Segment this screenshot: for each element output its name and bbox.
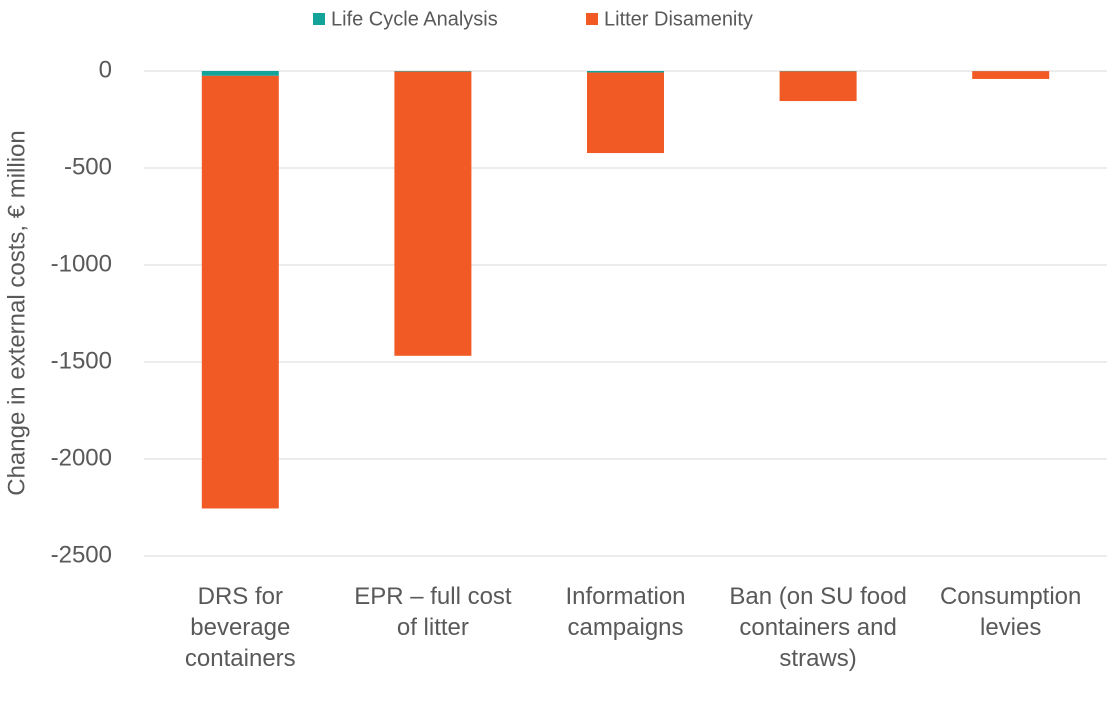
legend-swatch xyxy=(313,13,325,25)
legend-swatch xyxy=(586,13,598,25)
bar-segment xyxy=(587,71,664,73)
bar-segment xyxy=(587,72,664,154)
legend-label: Life Cycle Analysis xyxy=(331,8,498,30)
x-tick-label: Ban (on SU food containers and straws) xyxy=(729,583,907,672)
y-tick-label: -1000 xyxy=(51,250,112,277)
bar-segment xyxy=(394,71,472,72)
bar-segment xyxy=(972,71,1050,79)
x-tick-label: EPR – full cost of litter xyxy=(354,583,512,641)
legend-label: Litter Disamenity xyxy=(604,8,753,30)
y-tick-label: -1500 xyxy=(51,347,112,374)
x-tick-label: DRS for beverage containers xyxy=(184,583,296,672)
bar-segment xyxy=(201,75,279,509)
bar-segment xyxy=(779,71,857,102)
y-axis-label: Change in external costs, € million xyxy=(3,130,30,496)
bar-segment xyxy=(394,71,472,356)
bar-segment xyxy=(201,71,279,76)
y-tick-label: -500 xyxy=(64,153,112,180)
x-tick-label: Consumption levies xyxy=(939,583,1082,641)
y-tick-label: 0 xyxy=(99,56,112,83)
x-tick-label: Information campaigns xyxy=(565,583,686,641)
y-tick-label: -2500 xyxy=(51,541,112,568)
y-tick-label: -2000 xyxy=(51,444,112,471)
